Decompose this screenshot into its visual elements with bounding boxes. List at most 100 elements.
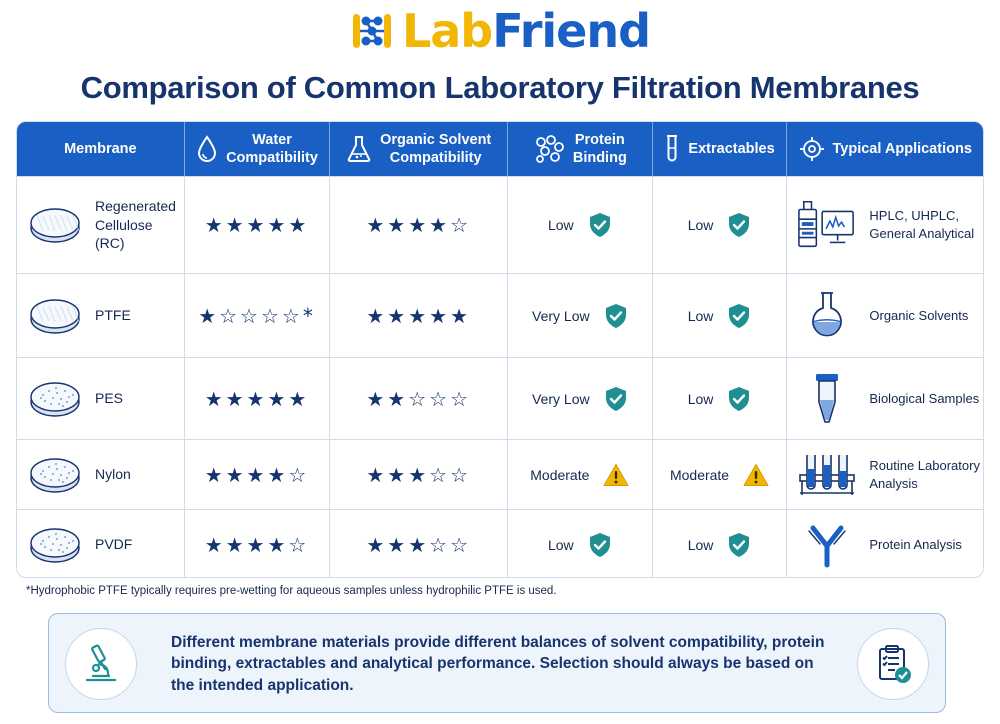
cell-application: Routine Laboratory Analysis — [787, 440, 983, 509]
target-icon — [799, 137, 824, 161]
cell-membrane: Regenerated Cellulose (RC) — [17, 177, 185, 273]
cell-membrane: PES — [17, 358, 185, 439]
hplc-system-icon — [797, 199, 857, 251]
application-text: Protein Analysis — [869, 536, 962, 554]
cell-organic-rating: ★★★★★ — [330, 274, 508, 357]
table-header: Membrane Water Compatibility Organic Solv… — [17, 122, 983, 176]
extractables-shield-check-icon — [729, 213, 750, 237]
info-box: Different membrane materials provide dif… — [48, 613, 946, 713]
cell-water-rating: ★★★★★ — [185, 358, 331, 439]
cell-application: Protein Analysis — [787, 510, 983, 577]
organic-stars: ★★☆☆☆ — [366, 386, 471, 411]
membrane-disc-icon — [30, 381, 80, 417]
membrane-name-line: Nylon — [95, 466, 131, 483]
table-row: PTFE ★☆☆☆☆* ★★★★★ Very Low Low Organic Solven… — [17, 273, 983, 357]
extractables-value: Moderate — [669, 466, 730, 483]
protein-warning-icon — [603, 463, 629, 486]
application-text-line: Routine Laboratory — [869, 457, 980, 473]
cell-protein-binding: Moderate — [508, 440, 653, 509]
cell-extractables: Low — [653, 274, 788, 357]
membrane-name-line: PVDF — [95, 536, 133, 553]
cell-application: Organic Solvents — [787, 274, 983, 357]
cell-organic-rating: ★★☆☆☆ — [330, 358, 508, 439]
brand-lab: Lab — [401, 4, 493, 58]
extractables-shield-check-icon — [729, 303, 750, 328]
water-stars: ★★★★☆ — [204, 532, 310, 557]
header-extractables: Extractables — [653, 122, 788, 176]
organic-stars: ★★★★★ — [366, 303, 471, 328]
membrane-name: PVDF — [95, 535, 132, 554]
table-row: PES ★★★★★ ★★☆☆☆ Very Low Low Biological Sampl… — [17, 357, 983, 439]
table-body: Regenerated Cellulose (RC) ★★★★★ ★★★★☆ Low Lo… — [17, 176, 983, 577]
water-stars: ★★★★★ — [204, 386, 310, 411]
cell-water-rating: ★★★★★ — [185, 177, 331, 273]
cell-application: HPLC, UHPLC, General Analytical — [787, 177, 983, 273]
protein-binding-value: Very Low — [532, 307, 590, 324]
footnote: *Hydrophobic PTFE typically requires pre… — [26, 585, 557, 597]
application-text: HPLC, UHPLC, General Analytical — [869, 207, 974, 242]
extractables-value: Low — [687, 217, 714, 233]
protein-binding-value: Moderate — [530, 466, 590, 483]
header-protein: Protein Binding — [508, 122, 653, 176]
header-protein-label-2: Binding — [572, 150, 627, 166]
application-text-line: General Analytical — [869, 226, 975, 241]
brand-logo: LabFriend — [0, 2, 1000, 60]
cell-organic-rating: ★★★☆☆ — [330, 440, 508, 509]
protein-shield-check-icon — [589, 213, 610, 237]
water-stars: ★☆☆☆☆* — [198, 303, 316, 328]
organic-stars: ★★★☆☆ — [366, 532, 471, 557]
cell-extractables: Moderate — [653, 440, 788, 509]
table-row: PVDF ★★★★☆ ★★★☆☆ Low Low Protein Analysis — [17, 509, 983, 577]
cell-protein-binding: Very Low — [508, 274, 653, 357]
protein-binding-value: Low — [547, 217, 574, 233]
membrane-name: PES — [95, 389, 123, 408]
extractables-value: Low — [687, 307, 714, 324]
header-membrane: Membrane — [17, 122, 185, 176]
protein-binding-value: Low — [547, 536, 574, 553]
cell-organic-rating: ★★★☆☆ — [330, 510, 508, 577]
membrane-name-line: Cellulose (RC) — [95, 216, 153, 252]
microscope-icon — [65, 628, 137, 700]
cell-extractables: Low — [653, 510, 788, 577]
cell-water-rating: ★★★★☆ — [185, 510, 331, 577]
application-text-line: Protein Analysis — [869, 536, 962, 552]
application-text-line: Organic Solvents — [869, 307, 969, 323]
page-title: Comparison of Common Laboratory Filtrati… — [80, 70, 920, 105]
cell-protein-binding: Low — [508, 510, 653, 577]
header-applications-label: Typical Applications — [832, 140, 972, 157]
flask-icon — [347, 136, 371, 162]
cell-extractables: Low — [653, 177, 788, 273]
protein-shield-check-icon — [605, 303, 626, 328]
cell-water-rating: ★☆☆☆☆* — [185, 274, 331, 357]
protein-shield-check-icon — [589, 532, 610, 557]
protein-binding-value: Very Low — [532, 390, 590, 407]
membrane-disc-icon — [30, 298, 80, 334]
header-applications: Typical Applications — [787, 122, 983, 176]
brand-wordmark: LabFriend — [402, 8, 651, 54]
header-extractables-label: Extractables — [688, 140, 775, 157]
clipboard-check-icon — [857, 628, 929, 700]
header-organic: Organic Solvent Compatibility — [330, 122, 508, 176]
flask-icon — [797, 290, 857, 342]
protein-shield-check-icon — [605, 386, 626, 411]
cell-application: Biological Samples — [787, 358, 983, 439]
membrane-name-line: Regenerated — [95, 197, 176, 214]
cell-organic-rating: ★★★★☆ — [330, 177, 508, 273]
extractables-warning-icon — [743, 463, 769, 486]
membrane-name: PTFE — [95, 306, 131, 325]
extractables-value: Low — [687, 390, 714, 407]
application-text-line: Biological Samples — [869, 390, 980, 406]
test-tube-rack-icon — [797, 449, 857, 501]
protein-molecule-icon — [535, 135, 564, 163]
header-water-label-1: Water — [252, 131, 292, 148]
table-row: Regenerated Cellulose (RC) ★★★★★ ★★★★☆ Low Lo… — [17, 176, 983, 273]
extractables-shield-check-icon — [729, 386, 750, 411]
membrane-name: Regenerated Cellulose (RC) — [95, 197, 184, 254]
table-row: Nylon ★★★★☆ ★★★☆☆ Moderate Moderate Routine L… — [17, 439, 983, 509]
extractables-shield-check-icon — [729, 532, 750, 557]
antibody-icon — [797, 519, 857, 571]
application-text: Biological Samples — [869, 390, 979, 408]
cell-membrane: PTFE — [17, 274, 185, 357]
application-text-line: Analysis — [869, 475, 918, 491]
application-text: Routine Laboratory Analysis — [869, 457, 980, 492]
